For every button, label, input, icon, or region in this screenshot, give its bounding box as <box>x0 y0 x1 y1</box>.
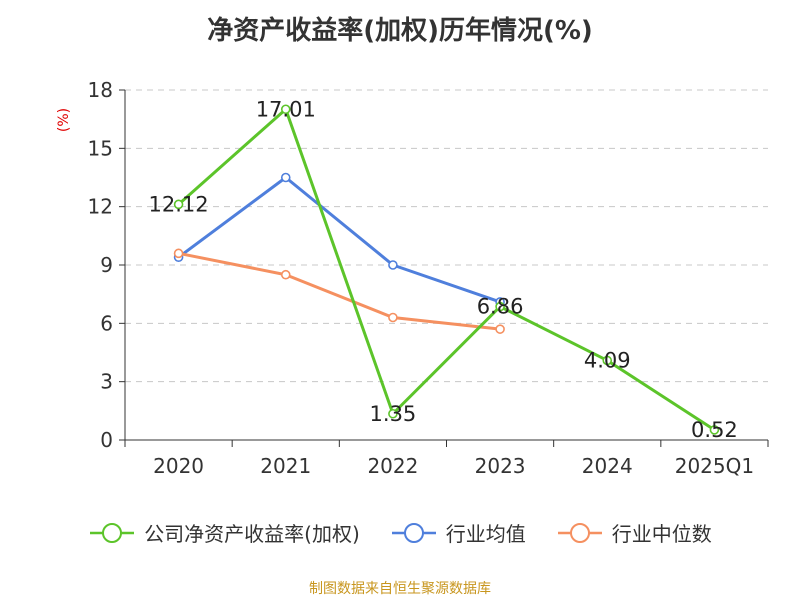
x-tick-label: 2023 <box>475 454 526 478</box>
data-point <box>495 301 505 312</box>
x-tick-label: 2020 <box>153 454 204 478</box>
y-tick-label: 15 <box>88 136 113 160</box>
legend-marker-icon <box>557 522 602 543</box>
legend-item: 行业中位数 <box>556 518 712 547</box>
data-point <box>388 260 398 270</box>
x-tick-label: 2022 <box>367 454 418 478</box>
data-point <box>173 248 184 259</box>
series-line <box>178 251 501 331</box>
x-tick-label: 2024 <box>582 454 633 478</box>
x-tick-label: 2021 <box>260 454 311 478</box>
legend-marker-icon <box>90 522 135 543</box>
y-tick-label: 6 <box>100 311 113 335</box>
data-label: 1.35 <box>370 402 417 426</box>
y-tick-label: 9 <box>100 253 113 277</box>
data-label: 12.12 <box>149 192 209 216</box>
legend-label: 行业均值 <box>445 522 526 546</box>
legend-label: 公司净资产收益率(加权) <box>144 522 360 546</box>
data-point <box>602 355 613 366</box>
chart-legend: 公司净资产收益率(加权) 行业均值 行业中位数 <box>0 518 800 547</box>
data-point <box>280 269 291 280</box>
x-tick-label: 2025Q1 <box>675 454 754 478</box>
data-label: 0.52 <box>691 418 738 442</box>
y-tick-label: 12 <box>88 195 113 219</box>
data-point <box>388 408 398 419</box>
chart-title: 净资产收益率(加权)历年情况(%) <box>207 16 593 46</box>
legend-item: 行业均值 <box>390 518 526 547</box>
legend-item: 公司净资产收益率(加权) <box>88 518 360 547</box>
legend-marker-icon <box>391 522 436 543</box>
data-label: 17.01 <box>256 97 316 121</box>
data-label: 6.86 <box>477 295 524 319</box>
y-tick-label: 3 <box>100 370 113 394</box>
data-point <box>709 425 720 435</box>
y-tick-label: 0 <box>100 428 113 452</box>
data-point <box>495 324 505 334</box>
data-point <box>280 172 291 183</box>
data-point <box>173 199 184 210</box>
legend-label: 行业中位数 <box>611 522 712 546</box>
data-source-note: 制图数据来自恒生聚源数据库 <box>309 581 491 597</box>
series-line <box>177 176 501 304</box>
series-line <box>177 107 716 432</box>
data-label: 4.09 <box>584 348 631 372</box>
data-point <box>388 312 398 323</box>
data-point <box>280 104 291 115</box>
y-tick-label: 18 <box>88 78 113 102</box>
